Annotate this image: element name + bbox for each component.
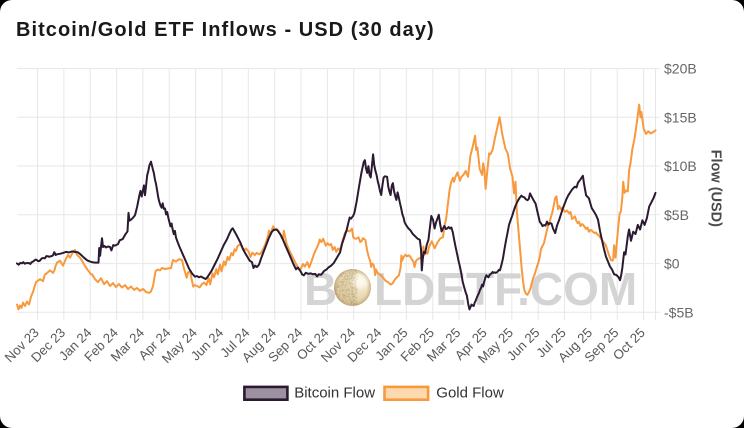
svg-text:Bitcoin Flow: Bitcoin Flow (294, 385, 375, 402)
svg-text:$5B: $5B (664, 207, 689, 223)
svg-text:$15B: $15B (664, 109, 697, 125)
svg-text:$20B: $20B (664, 61, 697, 77)
svg-text:LDETF.COM: LDETF.COM (374, 263, 637, 315)
svg-text:Gold Flow: Gold Flow (436, 385, 504, 402)
svg-text:$10B: $10B (664, 158, 697, 174)
svg-text:-$5B: -$5B (664, 304, 694, 320)
svg-text:B: B (304, 263, 337, 315)
svg-text:Flow (USD): Flow (USD) (708, 150, 724, 227)
svg-text:$0: $0 (664, 256, 680, 272)
